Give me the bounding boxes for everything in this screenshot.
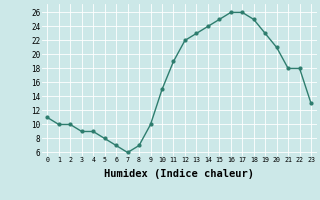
X-axis label: Humidex (Indice chaleur): Humidex (Indice chaleur) (104, 169, 254, 179)
